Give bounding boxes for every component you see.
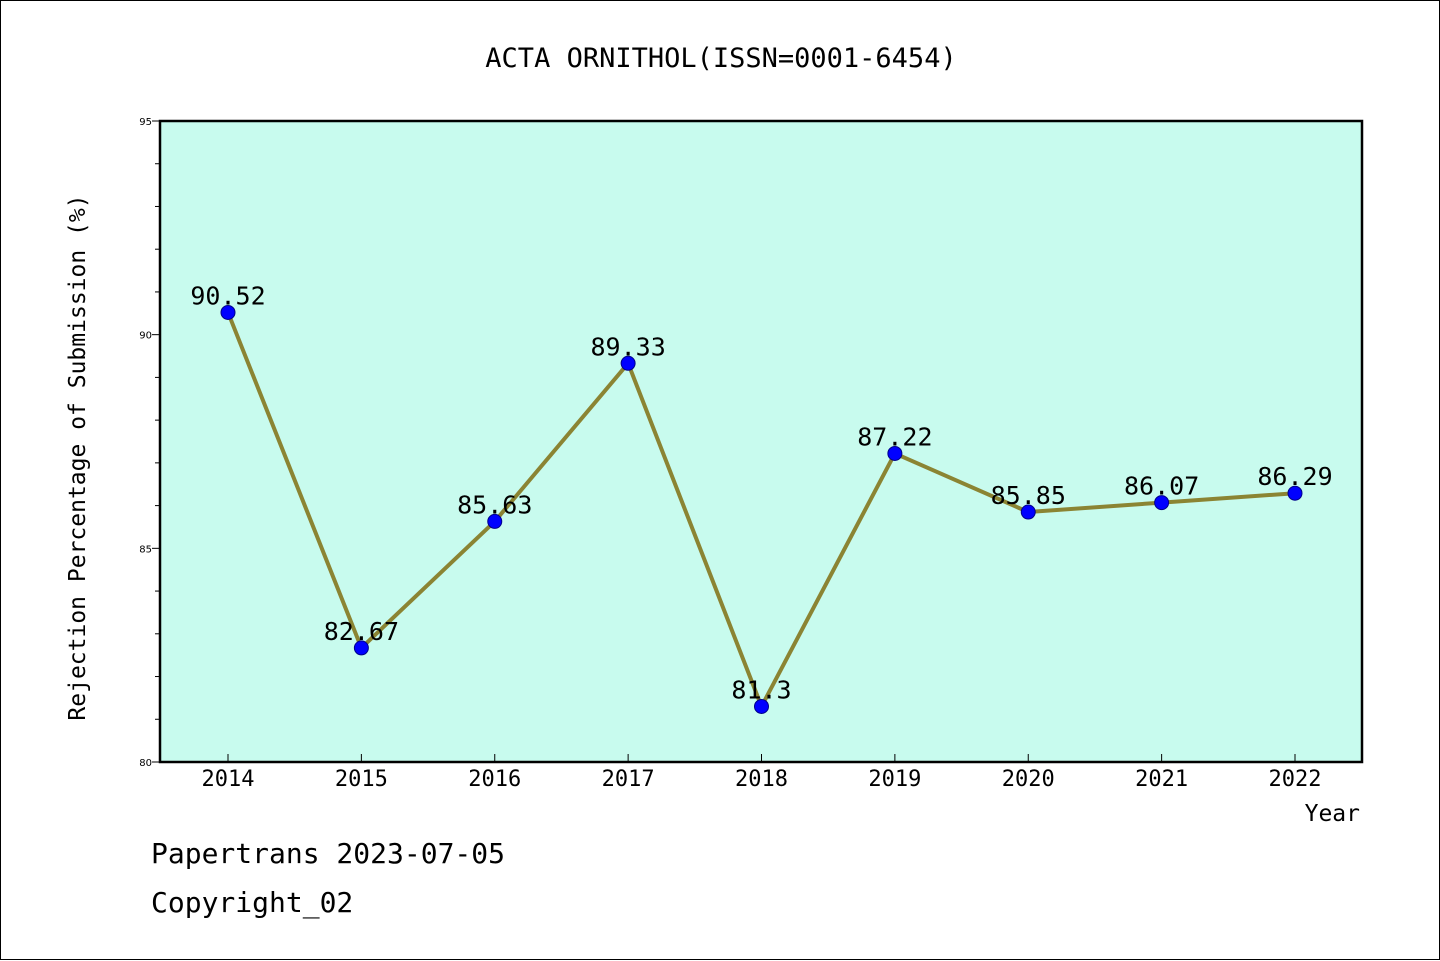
x-tick-label: 2014: [202, 767, 255, 792]
data-label: 86.07: [1124, 472, 1199, 501]
x-tick-label: 2018: [735, 767, 788, 792]
plot-frame: [158, 119, 1364, 764]
x-tick-label: 2019: [868, 767, 921, 792]
x-axis-title: Year: [1305, 801, 1360, 827]
series-layer: [220, 304, 1303, 714]
x-tick-label: 2017: [602, 767, 655, 792]
y-axis-ticks: 80 85 90 95: [139, 117, 160, 769]
data-point-marker: [487, 513, 503, 529]
data-label: 89.33: [590, 332, 665, 361]
data-point-marker: [220, 304, 236, 320]
data-label: 90.52: [190, 281, 265, 310]
chart-title: ACTA ORNITHOL(ISSN=0001-6454): [485, 43, 956, 74]
x-tick-label: 2016: [468, 767, 521, 792]
x-tick-label: 2020: [1002, 767, 1055, 792]
x-tick-label: 2021: [1135, 767, 1188, 792]
data-label: 82.67: [324, 617, 399, 646]
x-tick-label: 2015: [335, 767, 388, 792]
y-tick-label: 85: [139, 544, 152, 555]
y-axis-title: Rejection Percentage of Submission (%): [65, 194, 91, 720]
data-point-marker: [620, 355, 636, 371]
data-point-marker: [754, 698, 769, 714]
data-point-marker: [1020, 504, 1036, 520]
y-tick-label: 90: [139, 331, 152, 342]
data-point-marker: [353, 640, 369, 656]
y-tick-label: 80: [139, 758, 152, 769]
data-point-marker: [1154, 495, 1170, 511]
data-label: 81.3: [731, 675, 791, 704]
data-point-marker: [887, 445, 903, 461]
y-tick-label: 95: [139, 117, 152, 128]
data-label: 85.63: [457, 490, 532, 519]
x-tick-label: 2022: [1269, 767, 1322, 792]
plot-area: [160, 121, 1362, 762]
footer-date: Papertrans 2023-07-05: [151, 837, 506, 870]
data-label: 86.29: [1257, 462, 1332, 491]
data-label: 87.22: [857, 422, 932, 451]
data-labels: 90.52 82.67 85.63 89.33 81.3 87.22 85.85 86.07 8…: [190, 281, 1332, 704]
footer-copyright: Copyright_02: [151, 886, 354, 919]
data-label: 85.85: [991, 481, 1066, 510]
x-axis-ticks: 2014 2015 2016 2017 2018 2019 2020 2021 2022: [202, 754, 1322, 792]
data-point-marker: [1287, 485, 1303, 501]
